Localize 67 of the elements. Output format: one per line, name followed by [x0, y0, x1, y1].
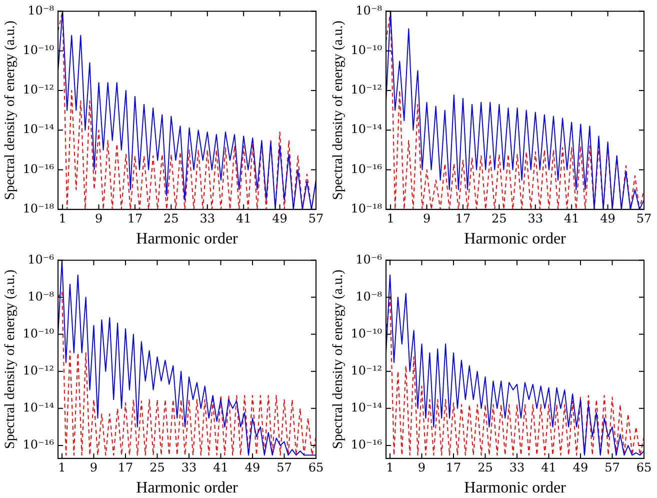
x-tick-label: 17	[446, 460, 462, 475]
y-tick-label: 10⁻⁸	[356, 289, 382, 304]
x-tick-label: 41	[213, 460, 228, 475]
y-tick-label: 10⁻¹⁰	[22, 42, 54, 57]
x-tick-label: 17	[455, 212, 471, 226]
x-axis-title: Harmonic order	[136, 230, 239, 248]
x-tick-label: 65	[636, 460, 652, 475]
y-tick-label: 10⁻¹²	[350, 363, 382, 378]
line-series	[58, 291, 316, 456]
x-tick-label: 9	[418, 460, 426, 475]
y-tick-label: 10⁻¹⁰	[350, 42, 382, 57]
x-tick-label: 49	[600, 212, 616, 226]
x-tick-label: 41	[541, 460, 556, 475]
y-tick-label: 10⁻⁸	[28, 3, 54, 18]
y-tick-label: 10⁻¹²	[350, 82, 382, 97]
x-tick-label: 33	[528, 212, 544, 226]
x-tick-label: 57	[604, 460, 620, 475]
x-tick-label: 25	[164, 212, 179, 226]
y-tick-label: 10⁻¹⁴	[350, 122, 382, 136]
y-axis-title: Spectral density of energy (a.u.)	[3, 20, 18, 200]
y-tick-label: 10⁻¹⁶	[22, 162, 54, 176]
x-tick-label: 41	[236, 212, 252, 226]
y-tick-label: 10⁻¹⁰	[350, 326, 382, 340]
y-tick-label: 10⁻¹⁸	[22, 202, 54, 216]
x-tick-label: 9	[94, 212, 103, 226]
x-tick-label: 1	[386, 460, 394, 475]
x-tick-label: 57	[276, 460, 292, 475]
y-tick-label: 10⁻¹²	[22, 363, 54, 378]
x-tick-label: 17	[127, 212, 143, 226]
x-tick-label: 49	[244, 460, 260, 475]
y-tick-label: 10⁻¹⁰	[22, 326, 54, 340]
x-tick-label: 33	[181, 460, 197, 475]
x-tick-label: 9	[90, 460, 98, 475]
x-tick-label: 9	[422, 212, 431, 226]
y-tick-label: 10⁻¹²	[22, 82, 54, 97]
x-tick-label: 33	[200, 212, 216, 226]
y-tick-label: 10⁻¹⁴	[22, 122, 54, 136]
y-tick-label: 10⁻⁸	[356, 3, 382, 18]
x-tick-label: 25	[478, 460, 493, 475]
x-tick-label: 33	[509, 460, 525, 475]
x-tick-label: 65	[308, 460, 324, 475]
x-tick-label: 57	[308, 212, 324, 226]
y-tick-label: 10⁻¹⁸	[350, 202, 382, 216]
x-tick-label: 1	[58, 460, 66, 475]
x-axis-title: Harmonic order	[464, 480, 567, 497]
y-tick-label: 10⁻¹⁶	[22, 438, 54, 452]
y-tick-label: 10⁻¹⁴	[350, 400, 382, 415]
y-tick-label: 10⁻⁸	[28, 289, 54, 304]
x-tick-label: 57	[636, 212, 652, 226]
y-axis-title: Spectral density of energy (a.u.)	[331, 20, 346, 200]
y-tick-label: 10⁻⁶	[356, 252, 382, 266]
x-tick-label: 49	[272, 212, 288, 226]
y-tick-label: 10⁻¹⁴	[22, 400, 54, 415]
x-axis-title: Harmonic order	[464, 230, 567, 248]
x-tick-label: 41	[564, 212, 580, 226]
y-axis-title: Spectral density of energy (a.u.)	[331, 269, 346, 449]
x-tick-label: 49	[572, 460, 588, 475]
x-axis-title: Harmonic order	[136, 480, 239, 497]
x-tick-label: 25	[492, 212, 507, 226]
x-tick-label: 25	[150, 460, 165, 475]
x-tick-label: 1	[386, 212, 394, 226]
y-tick-label: 10⁻¹⁶	[350, 438, 382, 452]
y-tick-label: 10⁻¹⁶	[350, 162, 382, 176]
x-tick-label: 17	[118, 460, 134, 475]
y-tick-label: 10⁻⁶	[28, 252, 54, 266]
y-axis-title: Spectral density of energy (a.u.)	[3, 269, 18, 449]
x-tick-label: 1	[58, 212, 66, 226]
